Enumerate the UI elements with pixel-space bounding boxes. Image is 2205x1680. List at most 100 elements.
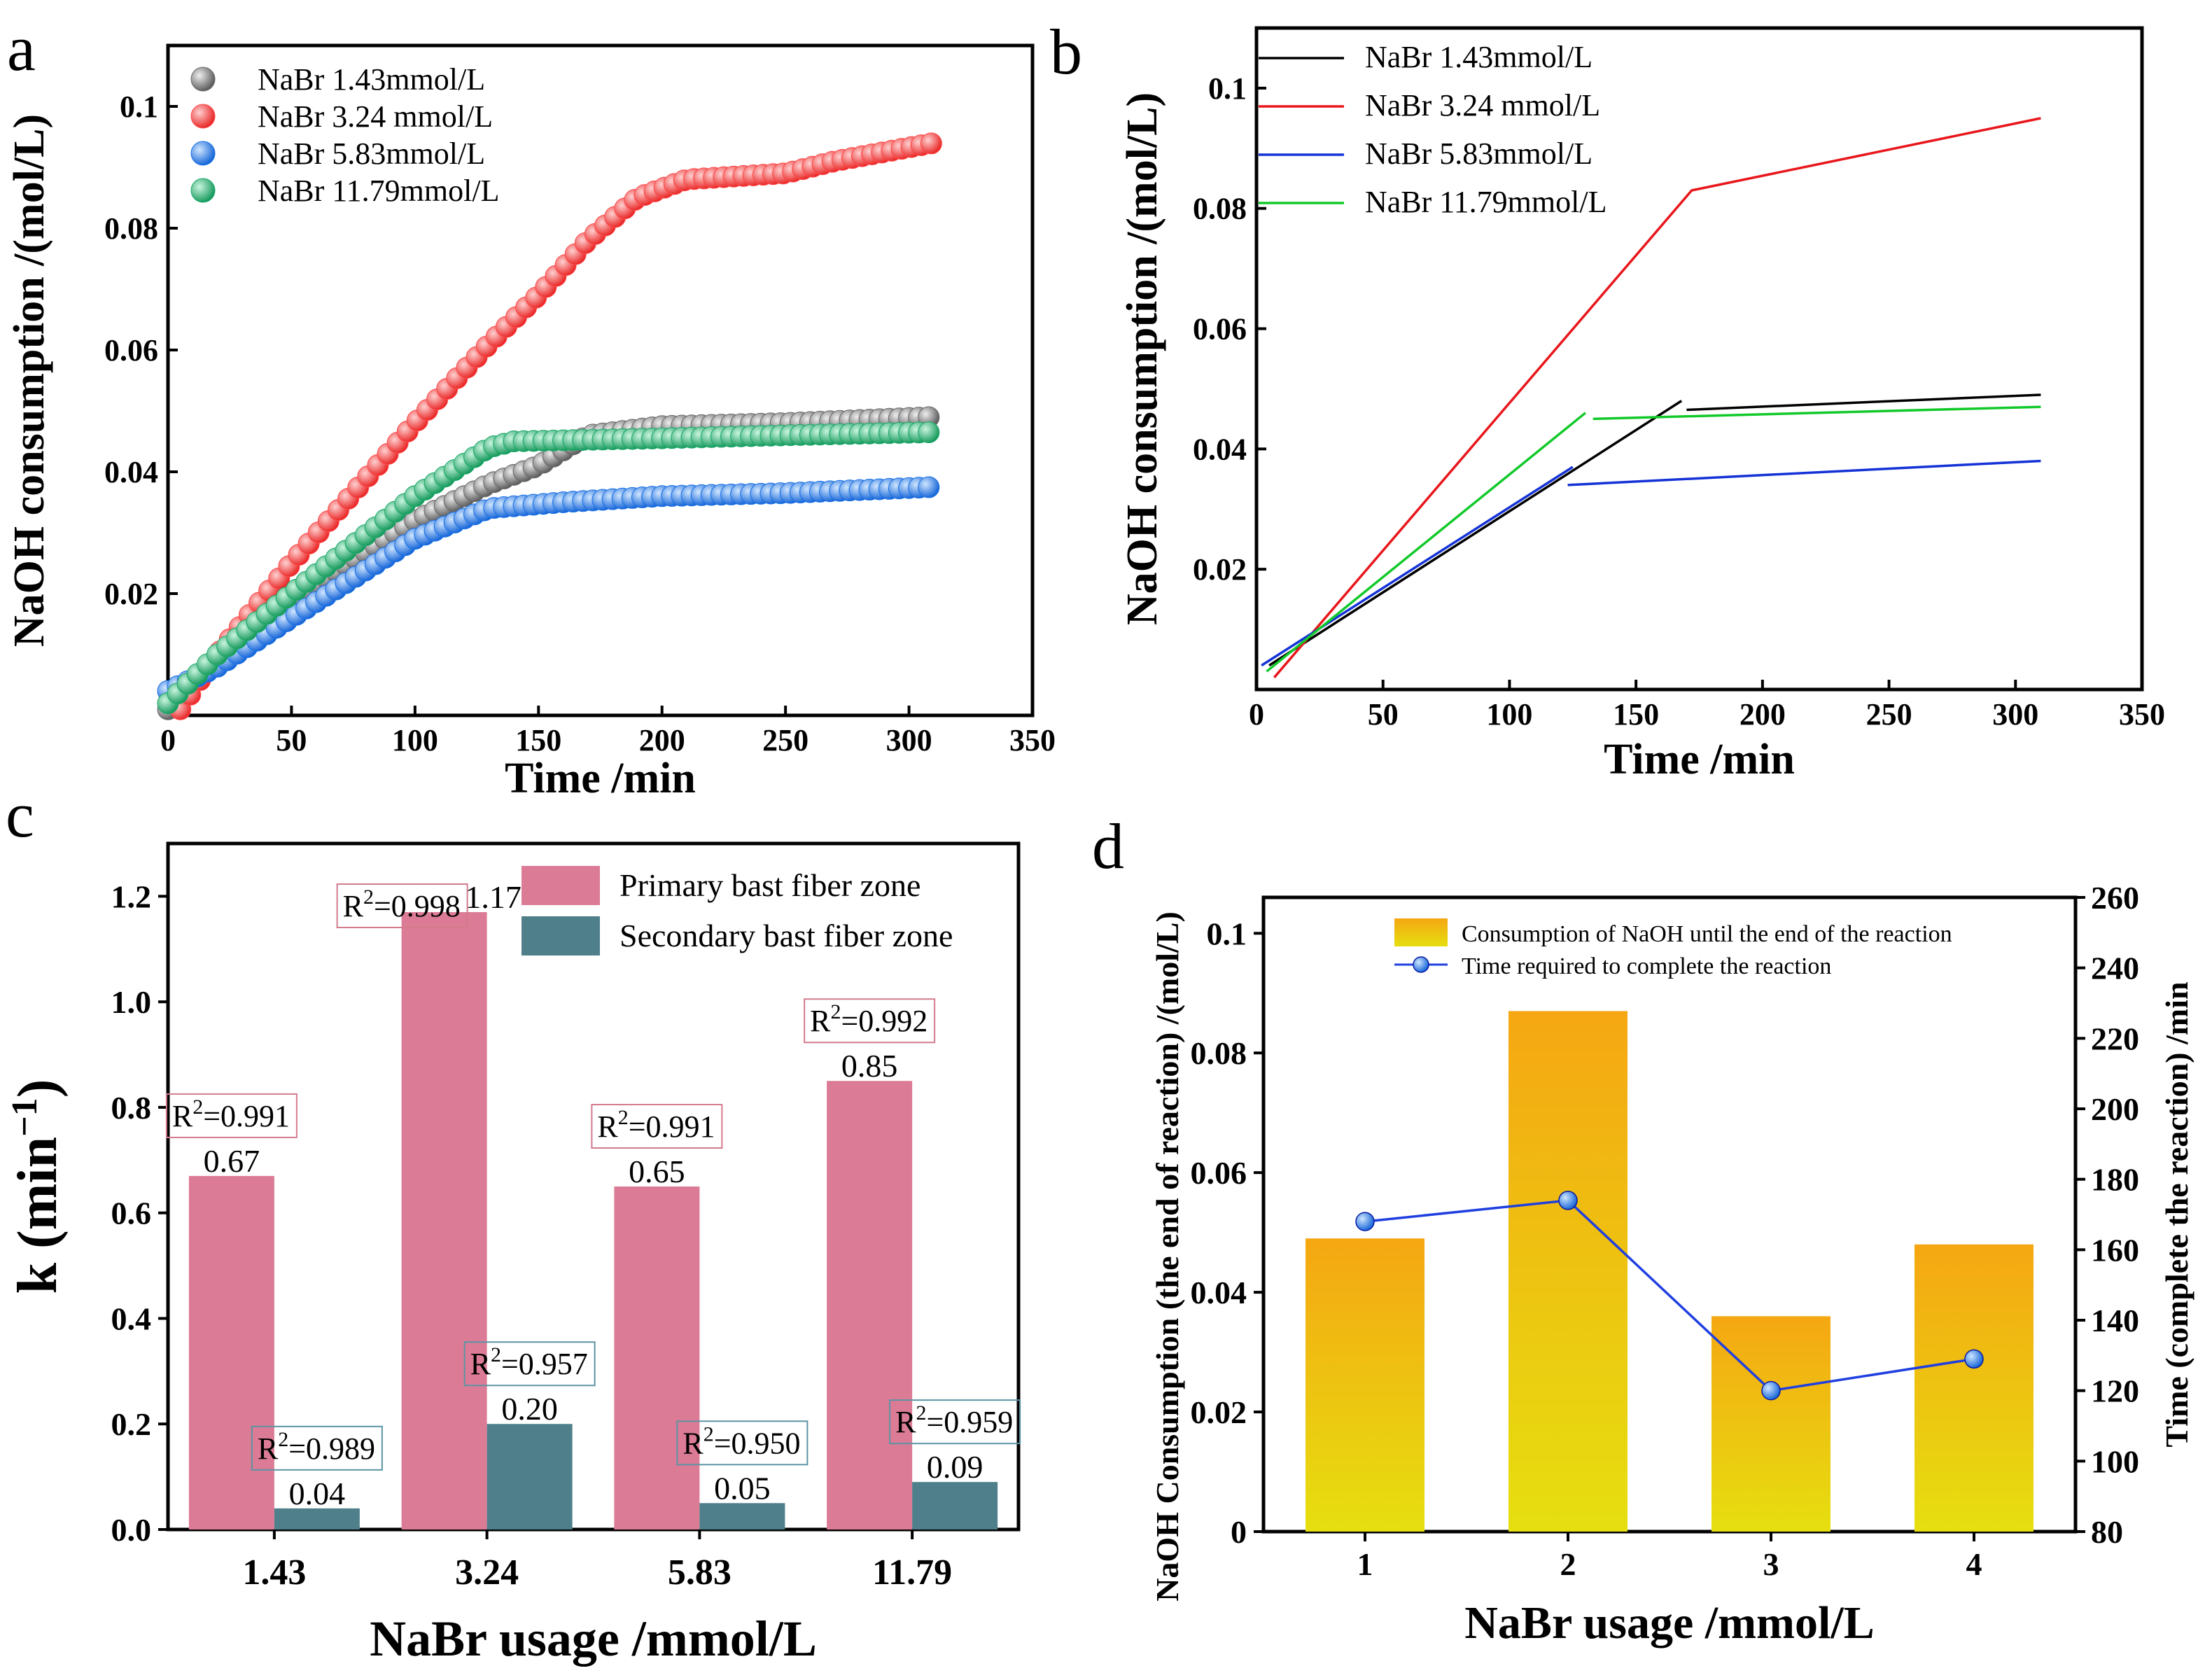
r2-box bbox=[336, 883, 468, 928]
y-tick-label: 0.02 bbox=[104, 577, 158, 611]
series-line bbox=[1268, 400, 1683, 667]
x-tick-label: 300 bbox=[886, 723, 932, 757]
y-tick-label: 0.6 bbox=[111, 1196, 152, 1231]
panel-label: c bbox=[6, 779, 34, 850]
r2-label-value: =0.991 bbox=[203, 1099, 290, 1133]
series-line bbox=[1686, 393, 2041, 412]
y-tick-label-right: 120 bbox=[2091, 1373, 2139, 1409]
x-tick-label: 50 bbox=[1368, 697, 1399, 732]
x-axis-label: NaBr usage /mmol/L bbox=[370, 1611, 817, 1667]
bar bbox=[1306, 1238, 1424, 1532]
x-tick-label: 100 bbox=[1486, 697, 1532, 732]
x-tick-label: 1 bbox=[1357, 1546, 1373, 1582]
data-point bbox=[1558, 1191, 1578, 1210]
legend-marker bbox=[190, 178, 216, 203]
legend-label: Time required to complete the reaction bbox=[1462, 953, 1831, 979]
r2-label-r: R bbox=[597, 1110, 618, 1144]
chart-a: 0 50 100 150 200 250 300 350 0.02 0.04 0.06 0.08 0.1… bbox=[6, 13, 1056, 802]
y-axis-label-main: k (min bbox=[7, 1137, 69, 1294]
x-tick-label: 0 bbox=[160, 723, 176, 757]
bar-value-label: 0.85 bbox=[841, 1048, 898, 1084]
legend-label: NaBr 1.43mmol/L bbox=[258, 62, 485, 97]
data-point bbox=[918, 421, 940, 444]
r2-label: R2=0.957 bbox=[470, 1343, 588, 1381]
x-tick-label: 4 bbox=[1966, 1546, 1982, 1582]
y-axis-label-tail: ) bbox=[7, 1079, 69, 1098]
r2-box bbox=[165, 1093, 298, 1138]
y-tick-label: 1.2 bbox=[111, 878, 152, 914]
y-tick-label-right: 80 bbox=[2091, 1514, 2123, 1550]
bar-value-label: 0.05 bbox=[714, 1470, 771, 1506]
y-tick-label: 0.06 bbox=[104, 333, 158, 368]
r2-label-value: =0.991 bbox=[629, 1110, 715, 1144]
r2-label-r: R bbox=[258, 1432, 279, 1466]
series-line bbox=[1273, 117, 2041, 678]
r2-label-sup: 2 bbox=[192, 1096, 203, 1119]
y-tick-label: 0.1 bbox=[1208, 71, 1247, 106]
chart-d: 0 0.02 0.04 0.06 0.08 0.1 80 100 120 140 160 180 200… bbox=[1092, 811, 2194, 1648]
x-tick-label: 3.24 bbox=[455, 1553, 519, 1592]
r2-label-value: =0.950 bbox=[714, 1426, 801, 1460]
bar bbox=[1508, 1011, 1628, 1532]
r2-label-r: R bbox=[343, 889, 364, 923]
plot-frame bbox=[166, 43, 1035, 718]
y-tick-label-right: 180 bbox=[2091, 1162, 2139, 1198]
series-line bbox=[1261, 465, 1574, 667]
legend-swatch bbox=[522, 866, 600, 905]
y-tick-label: 0.04 bbox=[104, 455, 158, 489]
x-tick-label: 200 bbox=[639, 723, 685, 757]
legend-marker bbox=[1413, 956, 1429, 973]
r2-label-value: =0.959 bbox=[926, 1405, 1013, 1439]
y-tick-label: 0.08 bbox=[104, 211, 158, 246]
y-tick-label: 0.08 bbox=[1193, 192, 1247, 226]
x-tick-label: 250 bbox=[1866, 697, 1912, 732]
bar bbox=[1712, 1316, 1830, 1532]
y-tick-label: 1.0 bbox=[111, 984, 152, 1020]
y-tick-label-left: 0.08 bbox=[1191, 1035, 1247, 1071]
legend-label: NaBr 5.83mmol/L bbox=[1365, 136, 1592, 171]
y-tick-label: 0.02 bbox=[1193, 552, 1247, 587]
y-tick-label-right: 240 bbox=[2091, 951, 2139, 986]
data-point bbox=[918, 476, 940, 498]
x-tick-label: 200 bbox=[1740, 697, 1786, 732]
y-axis-label: NaOH consumption /(mol/L) bbox=[1119, 92, 1166, 625]
r2-label-r: R bbox=[682, 1426, 704, 1460]
r2-label: R2=0.989 bbox=[258, 1428, 375, 1466]
r2-label: R2=0.998 bbox=[343, 886, 461, 923]
bar-value-label: 0.65 bbox=[629, 1154, 685, 1189]
x-tick-label: 1.43 bbox=[242, 1553, 306, 1592]
x-tick-label: 350 bbox=[1009, 723, 1056, 757]
x-axis-label: Time /min bbox=[505, 755, 696, 802]
series-line bbox=[1592, 405, 2041, 421]
y-axis-label-right: Time (complete the reaction) /min bbox=[2159, 981, 2194, 1447]
r2-label-sup: 2 bbox=[830, 1000, 841, 1023]
y-tick-label-left: 0.06 bbox=[1191, 1155, 1247, 1191]
data-point bbox=[1964, 1349, 1984, 1369]
r2-label: R2=0.991 bbox=[172, 1096, 290, 1133]
y-axis-label: NaOH consumption /(mol/L) bbox=[6, 114, 53, 647]
y-axis-label-sup: −1 bbox=[5, 1098, 45, 1137]
bar bbox=[274, 1508, 360, 1530]
legend-marker bbox=[190, 104, 216, 129]
r2-label-sup: 2 bbox=[491, 1343, 501, 1366]
r2-label-sup: 2 bbox=[363, 886, 374, 909]
r2-label-sup: 2 bbox=[618, 1106, 629, 1129]
r2-box bbox=[889, 1399, 1021, 1445]
y-tick-label-right: 160 bbox=[2091, 1232, 2139, 1268]
y-tick-label-right: 260 bbox=[2091, 880, 2139, 916]
x-tick-label: 100 bbox=[392, 723, 438, 757]
y-tick-label-left: 0.1 bbox=[1207, 916, 1247, 951]
plot-frame bbox=[1254, 26, 2144, 692]
y-tick-label-right: 220 bbox=[2091, 1021, 2139, 1056]
r2-label-r: R bbox=[172, 1099, 193, 1133]
y-tick-label: 0.8 bbox=[111, 1090, 152, 1126]
r2-label-sup: 2 bbox=[278, 1428, 288, 1451]
legend-label: Secondary bast fiber zone bbox=[620, 918, 953, 953]
legend-label: NaBr 11.79mmol/L bbox=[258, 174, 499, 208]
legend-label: Consumption of NaOH until the end of the… bbox=[1462, 921, 1952, 947]
x-tick-label: 50 bbox=[276, 723, 307, 757]
r2-box bbox=[463, 1341, 596, 1387]
bar-value-label: 1.17 bbox=[465, 879, 522, 915]
y-tick-label-right: 100 bbox=[2091, 1443, 2139, 1479]
